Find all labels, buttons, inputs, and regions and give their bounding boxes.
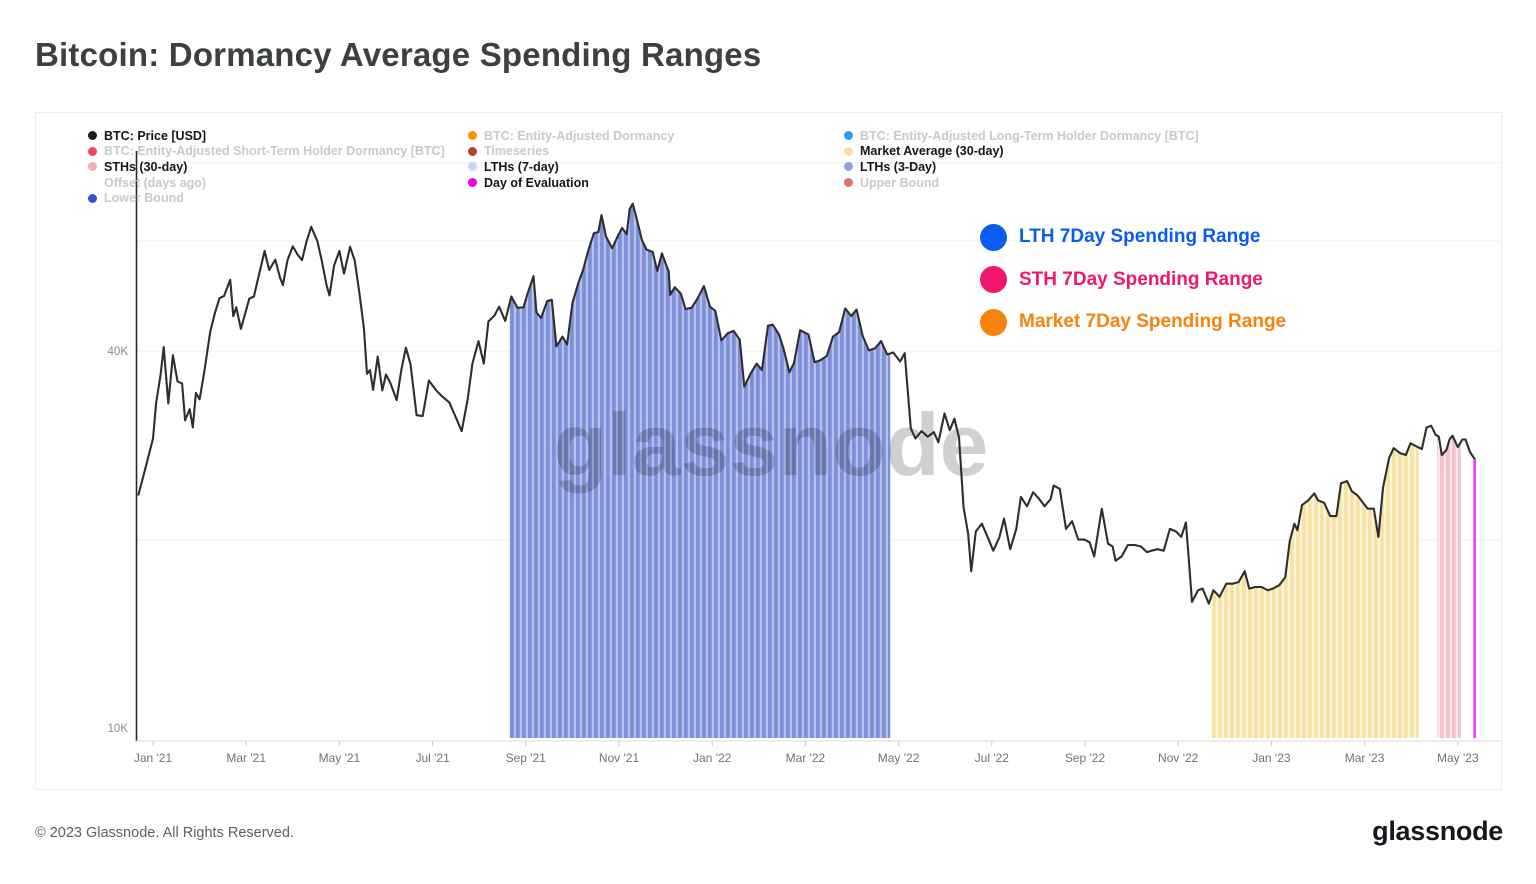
legend-item[interactable]: BTC: Entity-Adjusted Dormancy (468, 128, 674, 144)
x-tick-label: Nov '21 (599, 751, 640, 765)
legend-item-label: LTHs (3-Day) (860, 159, 937, 174)
x-tick-label: Mar '23 (1345, 751, 1385, 765)
x-tick-label: Jan '23 (1252, 751, 1291, 765)
legend-column: BTC: Entity-Adjusted Long-Term Holder Do… (844, 128, 1199, 190)
range-legend: LTH 7Day Spending Range STH 7Day Spending… (980, 216, 1286, 344)
x-tick-label: May '21 (319, 751, 361, 765)
legend-column: BTC: Entity-Adjusted Dormancy Timeseries L… (468, 128, 674, 190)
x-tick-label: Jan '22 (693, 751, 732, 765)
legend-dot-icon (844, 146, 853, 156)
legend-item-label: BTC: Price [USD] (104, 128, 207, 143)
chart-card: glassnode Jan '21 Mar '21 May '21 Jul '21 Sep… (35, 112, 1502, 790)
legend-item[interactable]: Lower Bound (88, 190, 445, 206)
legend-dot-icon (468, 146, 477, 156)
range-legend-circle-icon (980, 308, 1007, 336)
legend-item-label: Day of Evaluation (484, 175, 589, 190)
legend-column: BTC: Price [USD] BTC: Entity-Adjusted Sho… (88, 128, 445, 206)
range-legend-label: LTH 7Day Spending Range (1019, 226, 1261, 248)
legend-item-label: Offset (days ago) (104, 175, 207, 190)
legend-item[interactable]: LTHs (7-day) (468, 159, 674, 175)
glassnode-logo: glassnode (1372, 816, 1503, 846)
legend-dot-icon (468, 178, 477, 188)
legend-item-label: Timeseries (484, 144, 550, 159)
legend-item-label: BTC: Entity-Adjusted Long-Term Holder Do… (860, 128, 1199, 143)
legend-dot-icon (88, 131, 97, 141)
band-1 (1211, 443, 1419, 738)
band-0 (509, 203, 891, 738)
legend-dot-icon (88, 146, 97, 156)
range-legend-circle-icon (980, 266, 1007, 294)
x-tick-label: Jan '21 (134, 751, 173, 765)
legend-item[interactable]: Timeseries (468, 144, 674, 160)
range-legend-circle-icon (980, 223, 1007, 251)
legend-item-label: BTC: Entity-Adjusted Short-Term Holder D… (104, 144, 445, 159)
legend-item-label: Lower Bound (104, 191, 184, 206)
legend-dot-icon (88, 162, 97, 172)
legend-item[interactable]: Upper Bound (844, 175, 1199, 191)
legend-item-label: BTC: Entity-Adjusted Dormancy (484, 128, 675, 143)
legend-item[interactable]: Offset (days ago) (88, 175, 445, 191)
x-tick-label: Nov '22 (1158, 751, 1199, 765)
legend-item-label: STHs (30-day) (104, 159, 188, 174)
range-legend-item: Market 7Day Spending Range (980, 301, 1286, 344)
range-legend-item: LTH 7Day Spending Range (980, 216, 1286, 259)
x-tick-label: Sep '21 (506, 751, 547, 765)
legend-dot-icon (844, 178, 853, 188)
legend-dot-icon (844, 131, 853, 141)
legend-dot-icon (88, 193, 97, 203)
y-tick-label: 40K (108, 346, 129, 358)
legend-item[interactable]: BTC: Entity-Adjusted Short-Term Holder D… (88, 144, 445, 160)
legend-item[interactable]: LTHs (3-Day) (844, 159, 1199, 175)
legend-dot-icon (468, 162, 477, 172)
copyright-text: © 2023 Glassnode. All Rights Reserved. (35, 825, 294, 841)
x-tick-label: Jul '21 (415, 751, 450, 765)
legend-dot-icon (468, 131, 477, 141)
x-tick-label: Mar '21 (226, 751, 266, 765)
range-legend-label: Market 7Day Spending Range (1019, 311, 1287, 333)
legend-item[interactable]: Day of Evaluation (468, 175, 674, 191)
legend-item-label: LTHs (7-day) (484, 159, 559, 174)
x-tick-label: May '23 (1437, 751, 1479, 765)
y-tick-label: 10K (108, 723, 129, 735)
range-legend-item: STH 7Day Spending Range (980, 259, 1286, 302)
watermark: glassnode (553, 395, 988, 494)
btc-price-line (137, 202, 1476, 605)
legend-item-label: Market Average (30-day) (860, 144, 1004, 159)
legend-dot-icon (844, 162, 853, 172)
legend-item[interactable]: STHs (30-day) (88, 159, 445, 175)
band-2 (1437, 435, 1461, 738)
x-tick-label: Sep '22 (1065, 751, 1106, 765)
legend-item-label: Upper Bound (860, 175, 940, 190)
legend-item[interactable]: BTC: Entity-Adjusted Long-Term Holder Do… (844, 128, 1199, 144)
legend-item[interactable]: BTC: Price [USD] (88, 128, 445, 144)
x-tick-label: Jul '22 (975, 751, 1010, 765)
x-tick-label: Mar '22 (786, 751, 826, 765)
legend-item[interactable]: Market Average (30-day) (844, 144, 1199, 160)
x-tick-label: May '22 (878, 751, 920, 765)
page-title: Bitcoin: Dormancy Average Spending Range… (35, 36, 762, 73)
range-legend-label: STH 7Day Spending Range (1019, 268, 1263, 290)
plot-area[interactable]: glassnode Jan '21 Mar '21 May '21 Jul '21 Sep… (36, 113, 1503, 791)
